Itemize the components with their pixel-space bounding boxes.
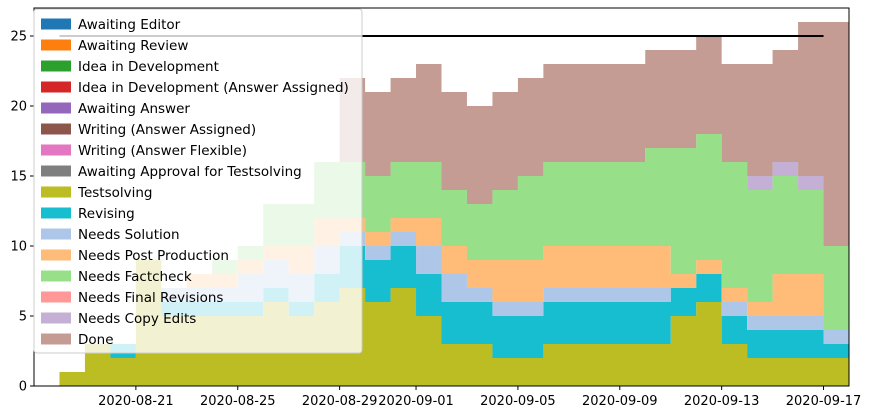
legend-label: Revising [78,206,135,222]
legend-swatch [41,207,71,219]
y-tick-label: 5 [19,310,27,325]
legend-label: Needs Copy Edits [78,311,196,327]
legend-swatch [41,165,71,177]
legend-label: Done [78,332,114,348]
legend-swatch [41,102,71,114]
legend-swatch [41,39,71,51]
y-tick-label: 0 [19,380,27,395]
y-tick-label: 25 [10,30,27,45]
x-tick-label: 2020-08-21 [98,394,174,407]
legend-label: Needs Factcheck [78,269,192,285]
area-series-group [59,22,850,386]
legend-label: Idea in Development (Answer Assigned) [78,80,349,96]
legend-swatch [41,144,71,156]
legend-box [33,8,363,354]
legend-swatch [41,249,71,261]
x-tick-label: 2020-09-17 [786,394,862,407]
legend-label: Needs Post Production [78,248,229,264]
legend-label: Idea in Development [78,59,219,75]
area-revising [59,246,850,372]
legend-label: Awaiting Answer [78,101,190,117]
legend-label: Awaiting Review [78,38,188,54]
area-testsolving [59,260,850,386]
x-tick-label: 2020-08-25 [200,394,276,407]
y-tick-label: 15 [10,170,27,185]
area-needs-post-production [59,218,850,372]
area-needs-factcheck [59,134,850,372]
legend-label: Needs Final Revisions [78,290,223,306]
area-done [59,22,850,372]
y-tick-label: 20 [10,100,27,115]
legend-label: Awaiting Editor [78,17,181,33]
x-tick-label: 2020-08-29 [302,394,378,407]
legend-swatch [41,123,71,135]
legend-swatch [41,18,71,30]
legend-swatch [41,186,71,198]
y-tick-label: 10 [10,240,27,255]
x-tick-label: 2020-09-09 [582,394,658,407]
x-tick-label: 2020-09-13 [684,394,760,407]
axes: 0 5 10 15 20 25 2020-08-21 2020-08-25 2020-08-29… [10,7,862,407]
legend-label: Writing (Answer Assigned) [78,122,256,138]
legend-swatch [41,291,71,303]
legend: Awaiting Editor Awaiting Review Idea in De… [33,8,363,354]
legend-swatch [41,270,71,282]
legend-swatch [41,81,71,93]
legend-swatch [41,228,71,240]
legend-swatch [41,60,71,72]
x-tick-label: 2020-09-05 [480,394,556,407]
legend-label: Needs Solution [78,227,180,243]
legend-label: Testsolving [77,185,153,201]
legend-swatch [41,312,71,324]
legend-swatch [41,333,71,345]
legend-label: Awaiting Approval for Testsolving [78,164,302,180]
area-needs-solution [59,232,850,372]
legend-label: Writing (Answer Flexible) [78,143,247,159]
x-tick-label: 2020-09-01 [378,394,454,407]
